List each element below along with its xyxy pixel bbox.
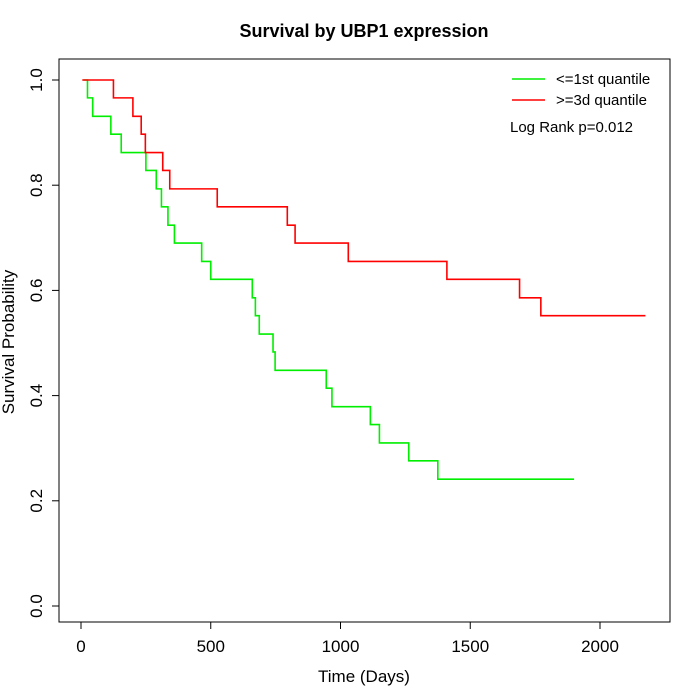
- x-tick-label: 1500: [451, 637, 489, 656]
- log-rank-annotation: Log Rank p=0.012: [510, 119, 633, 136]
- y-tick-label: 0.8: [27, 173, 46, 197]
- y-tick-label: 0.4: [27, 384, 46, 408]
- x-tick-label: 1000: [322, 637, 360, 656]
- legend-label-low: <=1st quantile: [556, 71, 650, 88]
- x-axis-label: Time (Days): [318, 667, 410, 686]
- legend: <=1st quantile >=3d quantile: [512, 71, 650, 109]
- y-tick-label: 0.2: [27, 489, 46, 513]
- y-tick-label: 1.0: [27, 68, 46, 92]
- x-tick-label: 0: [76, 637, 85, 656]
- survival-curve-low: [83, 79, 575, 481]
- survival-curve-high: [82, 79, 646, 317]
- series-layer: [82, 79, 646, 481]
- chart-title: Survival by UBP1 expression: [239, 21, 488, 41]
- x-tick-label: 500: [197, 637, 225, 656]
- y-tick-label: 0.6: [27, 279, 46, 303]
- legend-label-high: >=3d quantile: [556, 92, 647, 109]
- x-axis: 0 500 1000 1500 2000: [76, 621, 619, 656]
- y-tick-label: 0.0: [27, 594, 46, 618]
- y-axis-label: Survival Probability: [0, 269, 18, 414]
- y-axis: 0.0 0.2 0.4 0.6 0.8 1.0: [27, 68, 60, 618]
- x-tick-label: 2000: [581, 637, 619, 656]
